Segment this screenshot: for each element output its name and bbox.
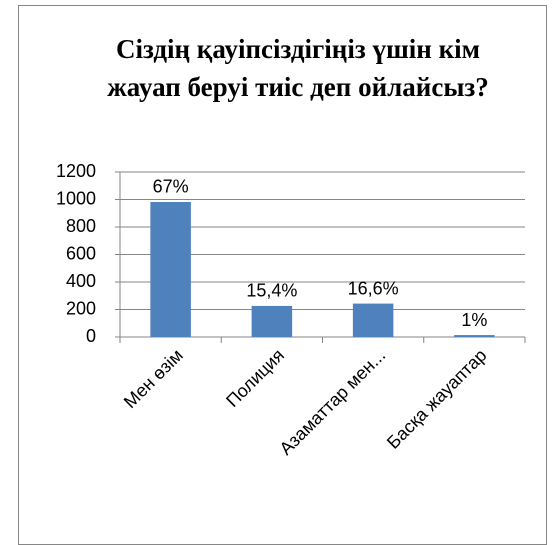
x-tick-label: Полиция <box>222 345 288 411</box>
data-label: 1% <box>461 310 487 330</box>
chart-title: Сіздің қауіпсіздігіңіз үшін кім жауап бе… <box>107 34 489 102</box>
y-tick-label: 0 <box>86 326 96 346</box>
bar <box>454 335 495 337</box>
y-tick-label: 400 <box>66 271 96 291</box>
x-tick-label: Мен өзім <box>120 345 187 412</box>
y-tick-label: 200 <box>66 298 96 318</box>
y-tick-label: 600 <box>66 243 96 263</box>
data-label: 15,4% <box>246 281 297 301</box>
x-tick-label: Азаматтар мен... <box>276 345 390 459</box>
x-tick-label: Басқа жауаптар <box>383 345 491 453</box>
y-tick-label: 1200 <box>56 161 96 181</box>
data-label: 16,6% <box>348 278 399 298</box>
y-tick-label: 1000 <box>56 188 96 208</box>
bar <box>150 201 191 337</box>
data-label: 67% <box>153 177 189 197</box>
bar <box>352 303 394 337</box>
y-tick-label: 800 <box>66 216 96 236</box>
bar <box>251 305 293 337</box>
